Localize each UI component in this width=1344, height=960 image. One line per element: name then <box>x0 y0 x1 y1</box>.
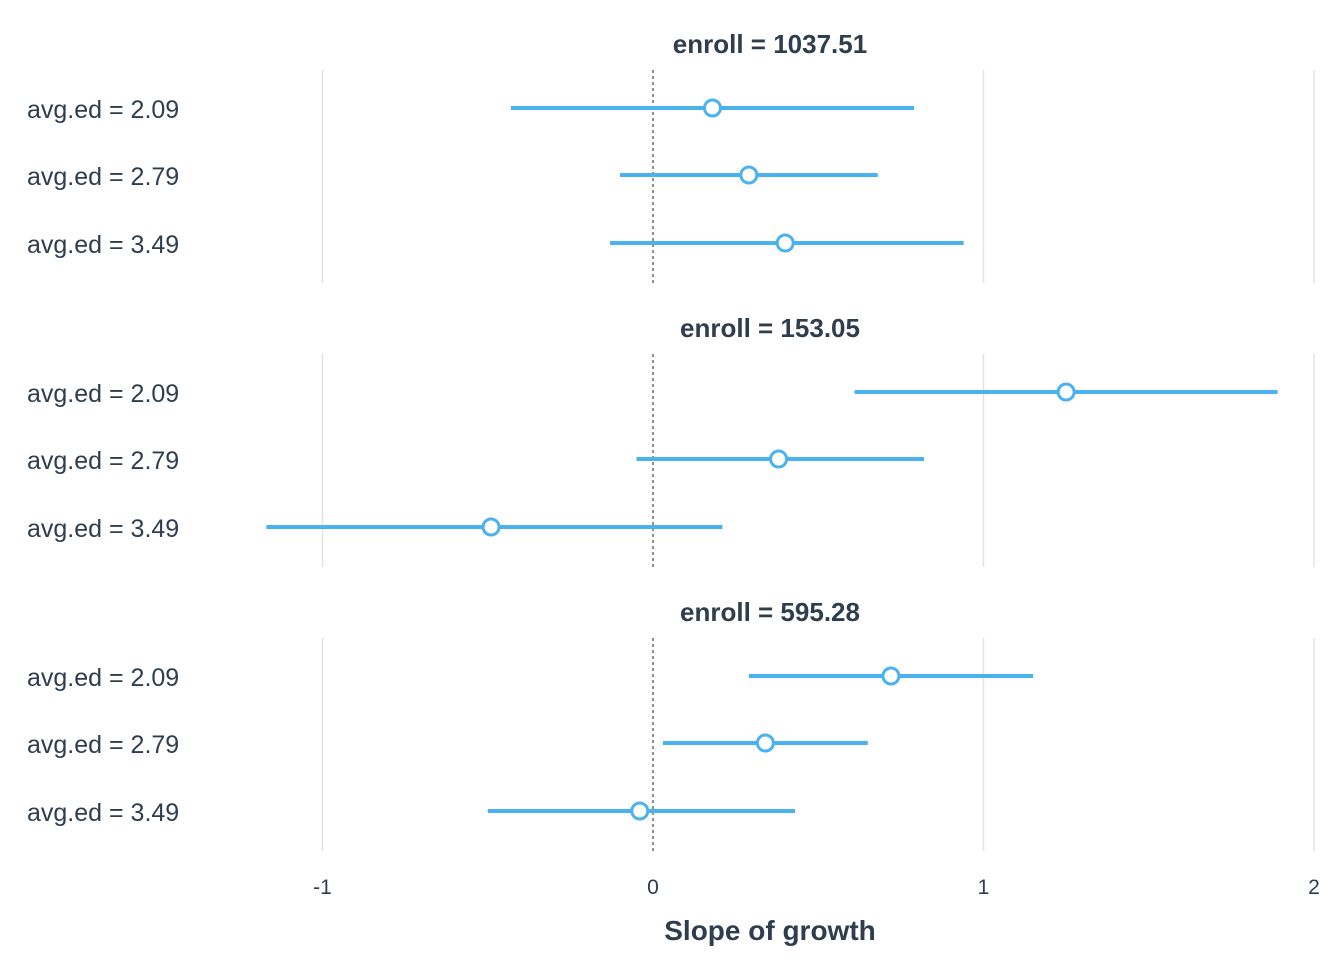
point-estimate <box>702 98 722 118</box>
point-estimate <box>769 449 789 469</box>
row-label: avg.ed = 2.09 <box>27 96 179 124</box>
facet-panel: enroll = 1037.51 avg.ed = 2.09 avg.ed = 2.… <box>27 29 1315 283</box>
facet-panel: enroll = 595.28 avg.ed = 2.09 avg.ed = 2.7… <box>27 597 1315 851</box>
x-tick-label: 1 <box>978 876 990 899</box>
row-label: avg.ed = 2.09 <box>27 664 179 692</box>
row-label: avg.ed = 2.79 <box>27 447 179 475</box>
point-estimate <box>739 165 759 185</box>
panel-title: enroll = 595.28 <box>680 597 860 627</box>
row-label: avg.ed = 3.49 <box>27 231 179 259</box>
point-estimate <box>630 801 650 821</box>
x-axis-title: Slope of growth <box>664 915 876 946</box>
row-label: avg.ed = 2.79 <box>27 163 179 191</box>
row-label: avg.ed = 3.49 <box>27 515 179 543</box>
panel-title: enroll = 1037.51 <box>673 29 867 59</box>
facet-panel: enroll = 153.05 avg.ed = 2.09 avg.ed = 2.7… <box>27 313 1315 567</box>
point-estimate <box>755 733 775 753</box>
point-estimate <box>1056 382 1076 402</box>
panel-title: enroll = 153.05 <box>680 313 860 343</box>
x-tick-label: 2 <box>1308 876 1320 899</box>
point-estimate <box>881 666 901 686</box>
point-estimate <box>481 517 501 537</box>
x-axis: -1 0 1 2 <box>313 876 1320 899</box>
x-tick-label: -1 <box>313 876 332 899</box>
row-label: avg.ed = 2.79 <box>27 731 179 759</box>
row-label: avg.ed = 3.49 <box>27 799 179 827</box>
facet-panels: enroll = 1037.51 avg.ed = 2.09 avg.ed = 2.… <box>27 29 1315 851</box>
x-tick-label: 0 <box>647 876 659 899</box>
point-estimate <box>775 233 795 253</box>
row-label: avg.ed = 2.09 <box>27 380 179 408</box>
